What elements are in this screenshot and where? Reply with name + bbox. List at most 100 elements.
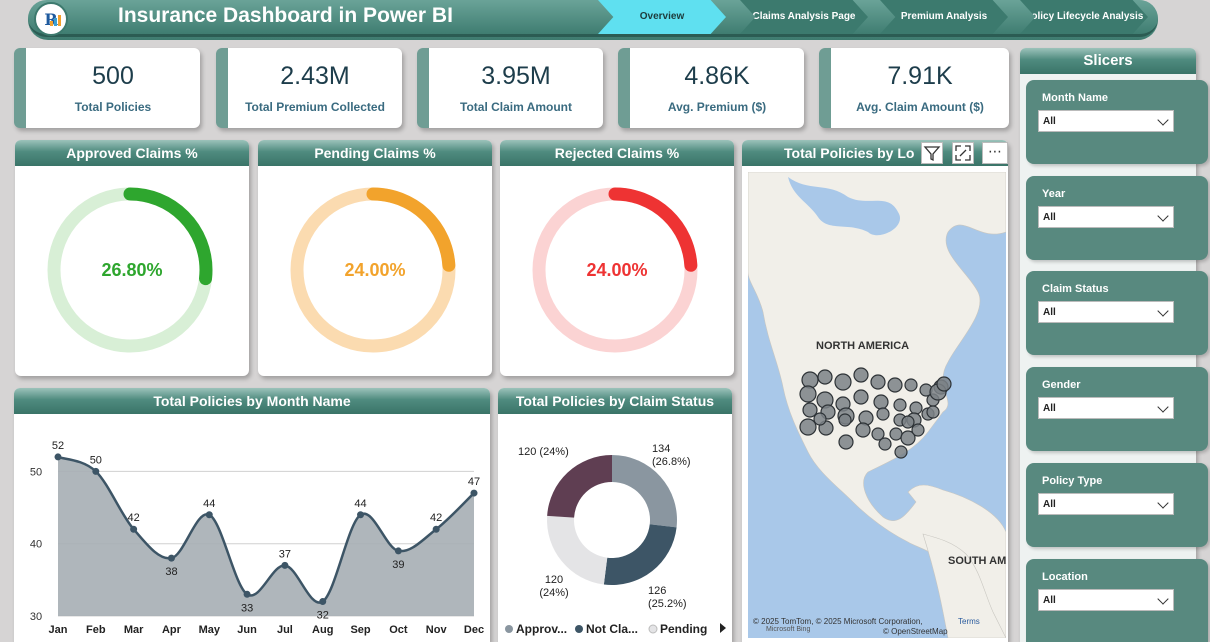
gauge-value: 24.00% xyxy=(586,260,648,280)
slicer-location: Location All xyxy=(1026,559,1208,642)
pie-slice[interactable] xyxy=(612,455,677,528)
slicer-dropdown[interactable]: All xyxy=(1038,397,1174,419)
legend-next-icon[interactable] xyxy=(720,623,726,633)
more-options-icon[interactable]: ⋯ xyxy=(982,142,1008,164)
map-terms-link[interactable]: Terms xyxy=(958,617,980,626)
kpi-value: 7.91K xyxy=(887,62,953,90)
data-point[interactable] xyxy=(92,467,100,475)
data-point[interactable] xyxy=(357,511,365,519)
chevron-down-icon xyxy=(1157,401,1169,413)
slicer-label: Month Name xyxy=(1042,92,1108,104)
legend-label[interactable]: Approv... xyxy=(516,622,567,636)
kpi-label: Total Claim Amount xyxy=(460,100,572,114)
data-point[interactable] xyxy=(281,561,289,569)
pie-slice[interactable] xyxy=(547,455,612,518)
y-tick-label: 30 xyxy=(30,611,42,623)
panel-title: Total Policies by Claim Status xyxy=(498,388,732,414)
tab-policy-lifecycle[interactable]: Policy Lifecycle Analysis xyxy=(1020,0,1148,34)
x-tick-label: Oct xyxy=(389,624,408,636)
gauge-arc xyxy=(290,187,456,353)
gauge-approved-svg xyxy=(47,187,213,353)
x-tick-label: Jan xyxy=(49,624,68,636)
slicer-policy-type: Policy Type All xyxy=(1026,463,1208,547)
gauge-arc xyxy=(47,187,213,353)
slice-label: 120 (24%) xyxy=(539,574,568,599)
land-south-america xyxy=(922,533,1006,638)
slicer-dropdown[interactable]: All xyxy=(1038,110,1174,132)
gauge-card-approved: Approved Claims % 26.80% xyxy=(15,140,249,376)
y-tick-label: 50 xyxy=(30,466,42,478)
data-point[interactable] xyxy=(205,511,213,519)
line-chart-card: Total Policies by Month Name 30 40 50 52 Jan… xyxy=(14,388,490,642)
slicer-value: All xyxy=(1043,499,1056,510)
slicer-gender: Gender All xyxy=(1026,367,1208,451)
slice-label: 134 (26.8%) xyxy=(652,443,691,468)
donut-chart-card: Total Policies by Claim Status 134 (26.8%… xyxy=(498,388,732,642)
data-point[interactable] xyxy=(470,489,478,497)
legend-marker xyxy=(648,624,658,634)
pie-slice[interactable] xyxy=(547,515,608,585)
tab-claims-analysis[interactable]: Claims Analysis Page xyxy=(740,0,868,34)
line-chart-svg: 30 40 50 52 Jan 50 Feb 42 Mar 38 Apr 44 May 33 Jun 37 Ju… xyxy=(30,440,484,636)
chevron-down-icon xyxy=(1157,114,1169,126)
slicer-year: Year All xyxy=(1026,176,1208,260)
kpi-avg-premium: 4.86K Avg. Premium ($) xyxy=(618,48,804,128)
slicer-value: All xyxy=(1043,212,1056,223)
chevron-down-icon xyxy=(1157,497,1169,509)
slicer-dropdown[interactable]: All xyxy=(1038,589,1174,611)
map-view[interactable]: NORTH AMERICA SOUTH AM © 2025 TomTom, © … xyxy=(748,172,1006,638)
gauge-card-rejected: Rejected Claims % 24.00% xyxy=(500,140,734,376)
kpi-label: Avg. Claim Amount ($) xyxy=(856,100,984,114)
filter-icon-glyph xyxy=(923,146,941,162)
gauge-card-pending: Pending Claims % 24.00% xyxy=(258,140,492,376)
map-label-na: NORTH AMERICA xyxy=(816,340,909,352)
data-point[interactable] xyxy=(394,547,402,555)
x-tick-label: Mar xyxy=(124,624,144,636)
slicer-claim-status: Claim Status All xyxy=(1026,271,1208,355)
focus-mode-icon[interactable] xyxy=(952,142,974,164)
legend-label[interactable]: Not Cla... xyxy=(586,622,638,636)
slicer-dropdown[interactable]: All xyxy=(1038,301,1174,323)
donut-chart-svg: 134 (26.8%) 126 (25.2%) 120 (24%) 120 (24%) App… xyxy=(505,443,726,636)
gauge-arc xyxy=(532,187,698,353)
slicer-dropdown[interactable]: All xyxy=(1038,206,1174,228)
data-point[interactable] xyxy=(167,554,175,562)
data-label: 44 xyxy=(354,498,366,510)
data-label: 50 xyxy=(90,454,102,466)
x-tick-label: Dec xyxy=(464,624,484,636)
gauge-rejected-svg xyxy=(532,187,698,353)
data-point[interactable] xyxy=(319,598,327,606)
data-point[interactable] xyxy=(243,590,251,598)
slice-label: 120 (24%) xyxy=(518,446,569,458)
slicer-value: All xyxy=(1043,116,1056,127)
kpi-total-policies: 500 Total Policies xyxy=(14,48,200,128)
tab-overview[interactable]: Overview xyxy=(598,0,726,34)
hudson-bay xyxy=(788,177,901,236)
slicer-label: Gender xyxy=(1042,379,1081,391)
slice-label: 126 (25.2%) xyxy=(648,585,687,610)
data-label: 44 xyxy=(203,498,215,510)
kpi-value: 500 xyxy=(92,62,134,90)
tab-premium-analysis[interactable]: Premium Analysis xyxy=(880,0,1008,34)
kpi-value: 4.86K xyxy=(684,62,750,90)
data-point[interactable] xyxy=(432,525,440,533)
x-tick-label: Jun xyxy=(237,624,257,636)
map-attribution: © 2025 TomTom, © 2025 Microsoft Corporat… xyxy=(753,617,923,626)
slicer-dropdown[interactable]: All xyxy=(1038,493,1174,515)
legend-marker xyxy=(575,625,583,633)
pie-slice[interactable] xyxy=(603,524,677,585)
kpi-value: 3.95M xyxy=(481,62,551,90)
data-point[interactable] xyxy=(130,525,138,533)
kpi-avg-claim-amount: 7.91K Avg. Claim Amount ($) xyxy=(819,48,1009,128)
legend-marker xyxy=(505,625,513,633)
slicer-label: Policy Type xyxy=(1042,475,1103,487)
slicer-value: All xyxy=(1043,595,1056,606)
chevron-down-icon xyxy=(1157,305,1169,317)
slicer-label: Claim Status xyxy=(1042,283,1109,295)
filter-icon[interactable] xyxy=(921,142,943,164)
data-label: 39 xyxy=(392,559,404,571)
x-tick-label: Sep xyxy=(350,624,370,636)
data-point[interactable] xyxy=(54,453,62,461)
x-tick-label: Aug xyxy=(312,624,333,636)
legend-label[interactable]: Pending xyxy=(660,622,707,636)
